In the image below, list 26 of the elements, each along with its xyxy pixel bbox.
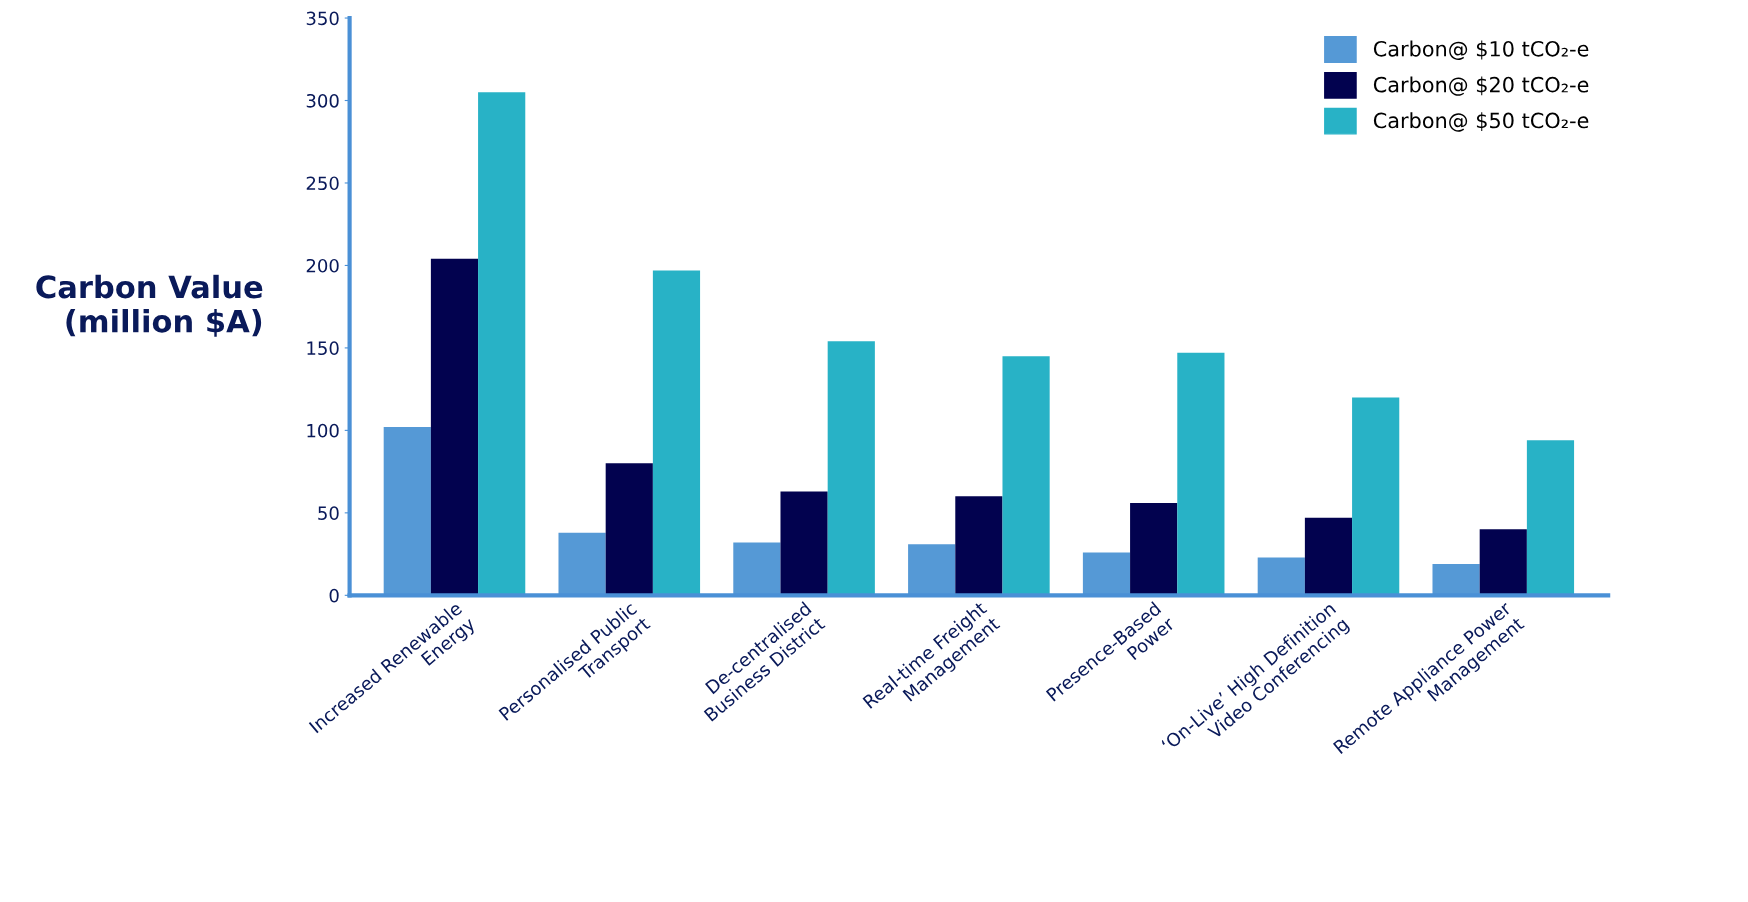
bar [1002,356,1050,596]
legend-label: Carbon@ $50 tCO₂-e [1373,112,1589,132]
bar [430,258,479,596]
legend-label: Carbon@ $20 tCO₂-e [1373,76,1589,96]
bar [1479,529,1527,596]
bar [827,341,875,596]
y-tick-label: 0 [329,588,339,603]
bar [1526,440,1575,596]
bar [1130,502,1178,596]
bar [478,92,526,596]
y-tick-label: 100 [307,423,339,438]
bar [605,463,653,596]
y-tick-label: 50 [318,506,339,520]
y-tick-label: 150 [307,341,339,356]
bar [652,270,701,596]
bar [955,496,1003,596]
bar [1304,517,1353,596]
legend-label: Carbon@ $10 tCO₂-e [1373,40,1589,60]
bar [780,491,828,596]
y-tick-label: 350 [306,11,339,26]
y-axis-title: Carbon Value (million $A) [36,274,263,337]
y-tick-label: 300 [306,93,339,108]
y-tick-label: 250 [306,176,339,191]
y-tick-label: 200 [306,258,339,273]
bar [1352,397,1400,596]
bar [1177,352,1225,596]
